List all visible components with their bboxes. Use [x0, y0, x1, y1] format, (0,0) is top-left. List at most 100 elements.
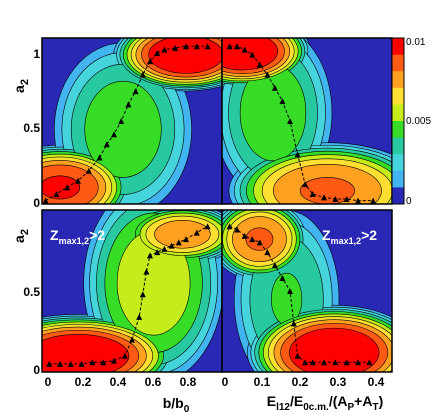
ridge-marker [193, 229, 200, 236]
colorbar-swatch [392, 154, 404, 172]
ridge-marker [154, 249, 161, 256]
ridge-marker [46, 360, 53, 367]
ridge-marker [355, 359, 361, 366]
x-axis-label-left: b/b0 [163, 395, 190, 415]
xtick-left-02: 0.2 [75, 375, 92, 389]
ridge-marker [249, 51, 256, 58]
ridge-marker [226, 223, 233, 230]
ridge-marker [111, 357, 117, 364]
ytick-top-05: 0.5 [23, 121, 40, 135]
colorbar-swatch [392, 71, 404, 89]
ridge-marker [204, 223, 211, 230]
ridge-marker [234, 226, 241, 233]
colorbar-swatch [392, 137, 404, 155]
x-axis-label-right: El12/E0c.m./(AP+AT) [267, 393, 383, 413]
y-axis-label-bottom: a2 [11, 229, 31, 243]
colorbar-swatch [392, 87, 404, 105]
ridge-marker [139, 71, 146, 78]
ridge-marker [241, 46, 248, 53]
colorbar-tick-max: 0.01 [406, 37, 426, 48]
ridge-marker [111, 131, 117, 138]
ridge-marker [168, 242, 175, 249]
ridge-marker [172, 44, 179, 51]
contour-level [289, 327, 380, 372]
colorbar [391, 37, 405, 205]
ridge-marker [139, 291, 146, 298]
ridge-marker [249, 236, 256, 243]
ridge-marker [161, 245, 168, 252]
ridge-marker [256, 61, 263, 68]
ridge-marker [271, 84, 278, 91]
ridge-marker [287, 118, 293, 124]
ridge-marker [85, 167, 92, 174]
panel-bottom-left [41, 209, 223, 373]
colorbar-swatch [392, 54, 404, 72]
ridge-marker [343, 359, 350, 366]
xtick-left-0: 0 [45, 375, 52, 389]
ridge-marker [118, 118, 125, 124]
contour-level [42, 175, 81, 200]
panel-bottom-right [221, 209, 393, 373]
colorbar-swatch [392, 104, 404, 122]
svg-text:a2: a2 [11, 229, 31, 243]
ridge-marker [154, 49, 161, 56]
xtick-right-02: 0.2 [292, 375, 309, 389]
ridge-marker [332, 359, 339, 366]
xtick-left-04: 0.4 [110, 375, 127, 389]
ridge-marker [64, 184, 71, 191]
ridge-marker [321, 359, 327, 366]
ridge-marker [290, 320, 297, 327]
ridge-marker [121, 352, 128, 359]
colorbar-swatch [392, 170, 404, 188]
xtick-left-08: 0.8 [180, 375, 197, 389]
xtick-right-03: 0.3 [330, 375, 347, 389]
contour-level [154, 220, 211, 249]
ridge-marker [241, 232, 248, 239]
ridge-marker [256, 239, 263, 246]
ridge-marker [343, 196, 350, 203]
ridge-marker [264, 71, 271, 78]
ridge-marker [125, 101, 132, 108]
colorbar-swatch [392, 38, 404, 56]
ridge-marker [193, 43, 200, 50]
ridge-marker [143, 268, 150, 275]
ridge-marker [78, 360, 85, 367]
ridge-marker [370, 197, 377, 204]
ridge-line [229, 225, 370, 363]
contour-level [42, 334, 130, 372]
ridge-marker [264, 249, 271, 256]
xtick-right-01: 0.1 [254, 375, 271, 389]
contour-level [148, 38, 222, 74]
ridge-marker [294, 151, 301, 158]
contour-level [245, 227, 274, 251]
ridge-marker [161, 46, 168, 53]
ridge-marker [287, 288, 293, 294]
svg-text:a2: a2 [11, 79, 31, 93]
ridge-marker [302, 359, 309, 366]
ridge-marker [57, 360, 63, 367]
ridge-marker [234, 43, 241, 50]
ridge-marker [103, 141, 110, 148]
ridge-marker [302, 181, 309, 188]
contour-level [84, 80, 162, 178]
ridge-marker [204, 43, 211, 50]
colorbar-tick-min: 0 [406, 196, 412, 207]
ridge-marker [53, 191, 60, 198]
ridge-marker [42, 197, 49, 204]
y-axis-label-top: a2 [11, 79, 31, 93]
ridge-marker [366, 359, 373, 366]
ridge-marker [271, 262, 278, 269]
colorbar-frame [391, 37, 405, 205]
ridge-marker [75, 177, 81, 184]
ridge-marker [183, 43, 189, 50]
ridge-marker [89, 359, 96, 366]
ridge-marker [294, 352, 301, 359]
ridge-marker [96, 154, 103, 161]
ridge-marker [129, 336, 135, 343]
xtick-right-04: 0.4 [368, 375, 385, 389]
colorbar-swatch [392, 121, 404, 139]
ridge-marker [279, 98, 286, 105]
ridge-marker [309, 359, 316, 366]
ridge-marker [147, 58, 153, 65]
ridge-marker [332, 196, 339, 203]
